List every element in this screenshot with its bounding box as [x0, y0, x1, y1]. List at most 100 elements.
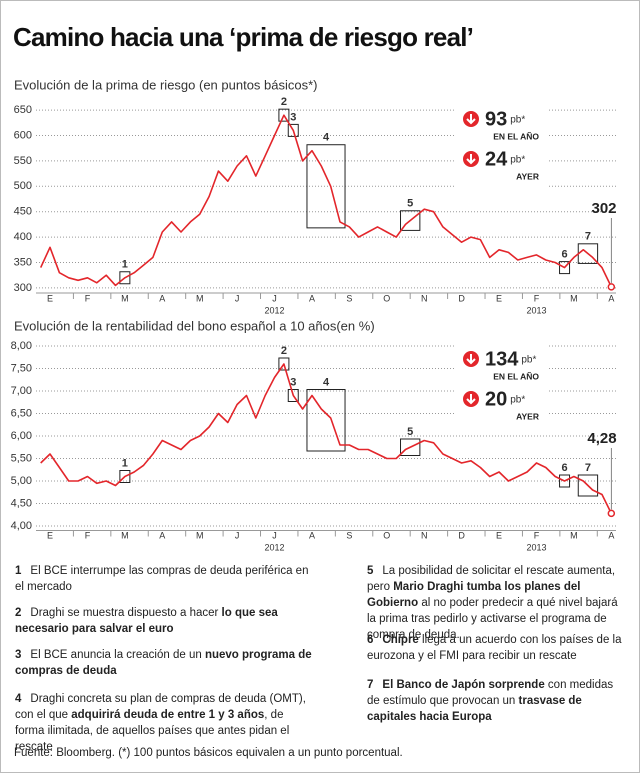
line — [39, 114, 613, 288]
note: 5 La posibilidad de solicitar el rescate … — [367, 563, 629, 643]
chart-title: Evolución de la rentabilidad del bono es… — [14, 318, 375, 333]
note-number: 4 — [15, 693, 22, 705]
x-tick-label: E — [496, 530, 502, 540]
note-text: Mario Draghi tumba los planes del Gobier… — [367, 581, 581, 609]
y-tick-label: 550 — [14, 155, 32, 167]
event-label: 5 — [407, 426, 413, 438]
note-number: 1 — [15, 565, 22, 577]
x-tick-label: J — [235, 293, 240, 303]
note-text: Chipre — [382, 634, 419, 646]
event-box — [306, 144, 346, 229]
x-tick-label: O — [383, 293, 390, 303]
note: 4 Draghi concreta su plan de compras de d… — [15, 691, 315, 755]
note-number: 6 — [367, 634, 374, 646]
note-number: 5 — [367, 565, 374, 577]
y-tick-label: 4,00 — [11, 520, 32, 532]
y-tick-label: 500 — [14, 180, 32, 192]
x-tick-label: A — [159, 293, 165, 303]
note-text: con medidas de estímulo que provocan un — [367, 679, 614, 707]
x-tick-label: M — [196, 530, 204, 540]
event-label: 2 — [281, 96, 287, 108]
stat-unit: pb* — [521, 355, 536, 366]
chart-title: Evolución de la prima de riesgo (en punt… — [14, 77, 318, 92]
x-tick-label: J — [272, 530, 277, 540]
x-tick-label: F — [534, 530, 540, 540]
note-text: al no poder predecir a qué nivel bajará … — [367, 597, 618, 641]
event-label: 3 — [290, 111, 296, 123]
stat-label: AYER — [516, 171, 539, 181]
stat-unit: pb* — [510, 395, 525, 406]
event-box — [577, 474, 599, 497]
event-box — [287, 123, 299, 137]
y-tick-label: 400 — [14, 231, 32, 243]
y-tick-label: 600 — [14, 129, 32, 141]
event-box — [278, 108, 290, 122]
stat-value: 24 — [485, 148, 508, 170]
x-tick-label: F — [534, 293, 540, 303]
end-point — [607, 509, 616, 518]
note-text: adquirirá deuda de entre 1 y 3 años — [71, 709, 265, 721]
y-tick-label: 450 — [14, 206, 32, 218]
note-text: La posibilidad de solicitar el rescate a… — [367, 565, 616, 593]
note-text: Draghi se muestra dispuesto a hacer — [30, 607, 222, 619]
event-label: 6 — [561, 462, 567, 474]
x-tick-label: D — [458, 293, 465, 303]
event-box — [306, 389, 346, 452]
x-tick-label: F — [85, 293, 91, 303]
stat-unit: pb* — [510, 115, 525, 126]
event-label: 7 — [585, 231, 591, 243]
stat-value: 134 — [485, 348, 519, 370]
end-point — [607, 283, 616, 291]
x-tick-label: A — [309, 530, 315, 540]
note-text: Draghi concreta su plan de compras de de… — [15, 693, 306, 721]
note-number: 2 — [15, 607, 22, 619]
title: Camino hacia una ‘prima de riesgo real’ — [13, 22, 473, 52]
event-label: 6 — [561, 249, 567, 261]
note-text: El BCE interrumpe las compras de deuda p… — [15, 565, 309, 593]
note: 3 El BCE anuncia la creación de un nuevo … — [15, 647, 315, 679]
x-tick-label: A — [608, 530, 614, 540]
x-tick-label: A — [159, 530, 165, 540]
y-tick-label: 300 — [14, 282, 32, 294]
down-arrow — [466, 154, 476, 165]
note-text: El Banco de Japón sorprende — [382, 679, 545, 691]
down-arrow — [466, 394, 476, 405]
value-label: 302 — [591, 200, 616, 217]
x-tick-label: F — [85, 530, 91, 540]
stat-label: AYER — [516, 411, 539, 421]
year-label: 2012 — [265, 542, 285, 552]
event-label: 3 — [290, 376, 296, 388]
year-label: 2013 — [526, 305, 546, 315]
year-label: 2013 — [526, 542, 546, 552]
note-number: 3 — [15, 649, 22, 661]
y-tick-label: 7,00 — [11, 385, 32, 397]
note-number: 7 — [367, 679, 374, 691]
x-tick-label: N — [421, 530, 428, 540]
note: 7 El Banco de Japón sorprende con medidas… — [367, 677, 629, 725]
x-tick-label: O — [383, 530, 390, 540]
x-tick-label: D — [458, 530, 465, 540]
x-tick-label: M — [196, 293, 204, 303]
y-tick-label: 8,00 — [11, 340, 32, 352]
x-tick-label: S — [346, 530, 352, 540]
note: 1 El BCE interrumpe las compras de deuda … — [15, 563, 315, 595]
y-tick-label: 6,00 — [11, 430, 32, 442]
x-tick-label: E — [47, 293, 53, 303]
y-tick-label: 4,50 — [11, 497, 32, 509]
value-label: 4,28 — [587, 430, 616, 447]
stat-value: 93 — [485, 108, 507, 130]
x-tick-label: J — [272, 293, 277, 303]
down-arrow — [466, 114, 476, 125]
x-tick-label: N — [421, 293, 428, 303]
x-tick-label: E — [47, 530, 53, 540]
event-box — [278, 357, 290, 371]
event-label: 4 — [323, 132, 330, 144]
y-tick-label: 350 — [14, 256, 32, 268]
source: Fuente: Bloomberg. (*) 100 puntos básico… — [14, 747, 403, 759]
y-tick-label: 5,50 — [11, 452, 32, 464]
note-text: nuevo programa de compras de deuda — [15, 649, 312, 677]
event-box — [119, 271, 131, 285]
year-label: 2012 — [265, 305, 285, 315]
